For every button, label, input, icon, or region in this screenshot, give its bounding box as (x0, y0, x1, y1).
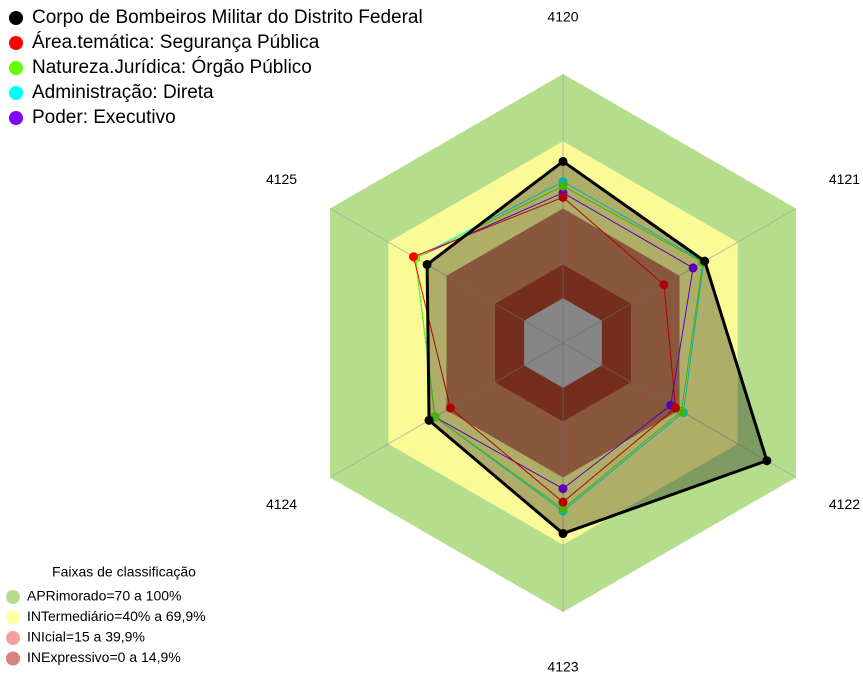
series-point (700, 256, 710, 266)
series-point (558, 504, 568, 514)
series-point (445, 403, 455, 413)
bands-legend-marker (6, 610, 20, 625)
series-point (558, 529, 568, 539)
series-point (671, 403, 681, 413)
axis-label: 4123 (547, 659, 578, 673)
spoke (562, 208, 797, 344)
legend-label: Administração: Direta (32, 82, 214, 103)
axis-label: 4120 (547, 9, 578, 25)
axis-label: 4124 (266, 496, 297, 512)
axis-label: 4121 (829, 171, 860, 187)
series-point (422, 260, 432, 270)
bands-legend-label: INTermediário=40% a 69,9% (27, 608, 206, 624)
series-point (558, 181, 568, 191)
bands-legend-marker (6, 651, 20, 666)
bands-legend-label: APRimorado=70 a 100% (27, 588, 182, 604)
legend-marker (9, 11, 23, 25)
axis-label: 4125 (266, 171, 297, 187)
bands-legend-marker (6, 590, 20, 604)
bands-legend-label: INIcial=15 a 39,9% (27, 629, 145, 645)
legend-label: Poder: Executivo (32, 107, 176, 128)
series-point (659, 280, 669, 290)
series-point (558, 497, 568, 507)
legend-marker (9, 86, 23, 100)
legend-label: Área.temática: Segurança Pública (32, 32, 320, 53)
legend-marker (9, 61, 23, 75)
spoke (329, 208, 564, 344)
bands-legend-label: INExpressivo=0 a 14,9% (27, 649, 181, 665)
bands-legend-title: Faixas de classificação (52, 564, 196, 580)
series-point (558, 156, 568, 166)
legend-marker (9, 36, 23, 50)
series-point (558, 484, 568, 494)
series-point (558, 192, 568, 202)
series-point (762, 456, 772, 466)
axis-label: 4122 (829, 496, 860, 512)
legend-label: Natureza.Jurídica: Órgão Público (32, 56, 312, 78)
series-point (688, 263, 698, 273)
legend-label: Corpo de Bombeiros Militar do Distrito F… (32, 7, 423, 28)
series-point (424, 415, 434, 425)
series-point (409, 252, 419, 262)
bands-legend-marker (6, 631, 20, 645)
legend-marker (9, 111, 23, 125)
